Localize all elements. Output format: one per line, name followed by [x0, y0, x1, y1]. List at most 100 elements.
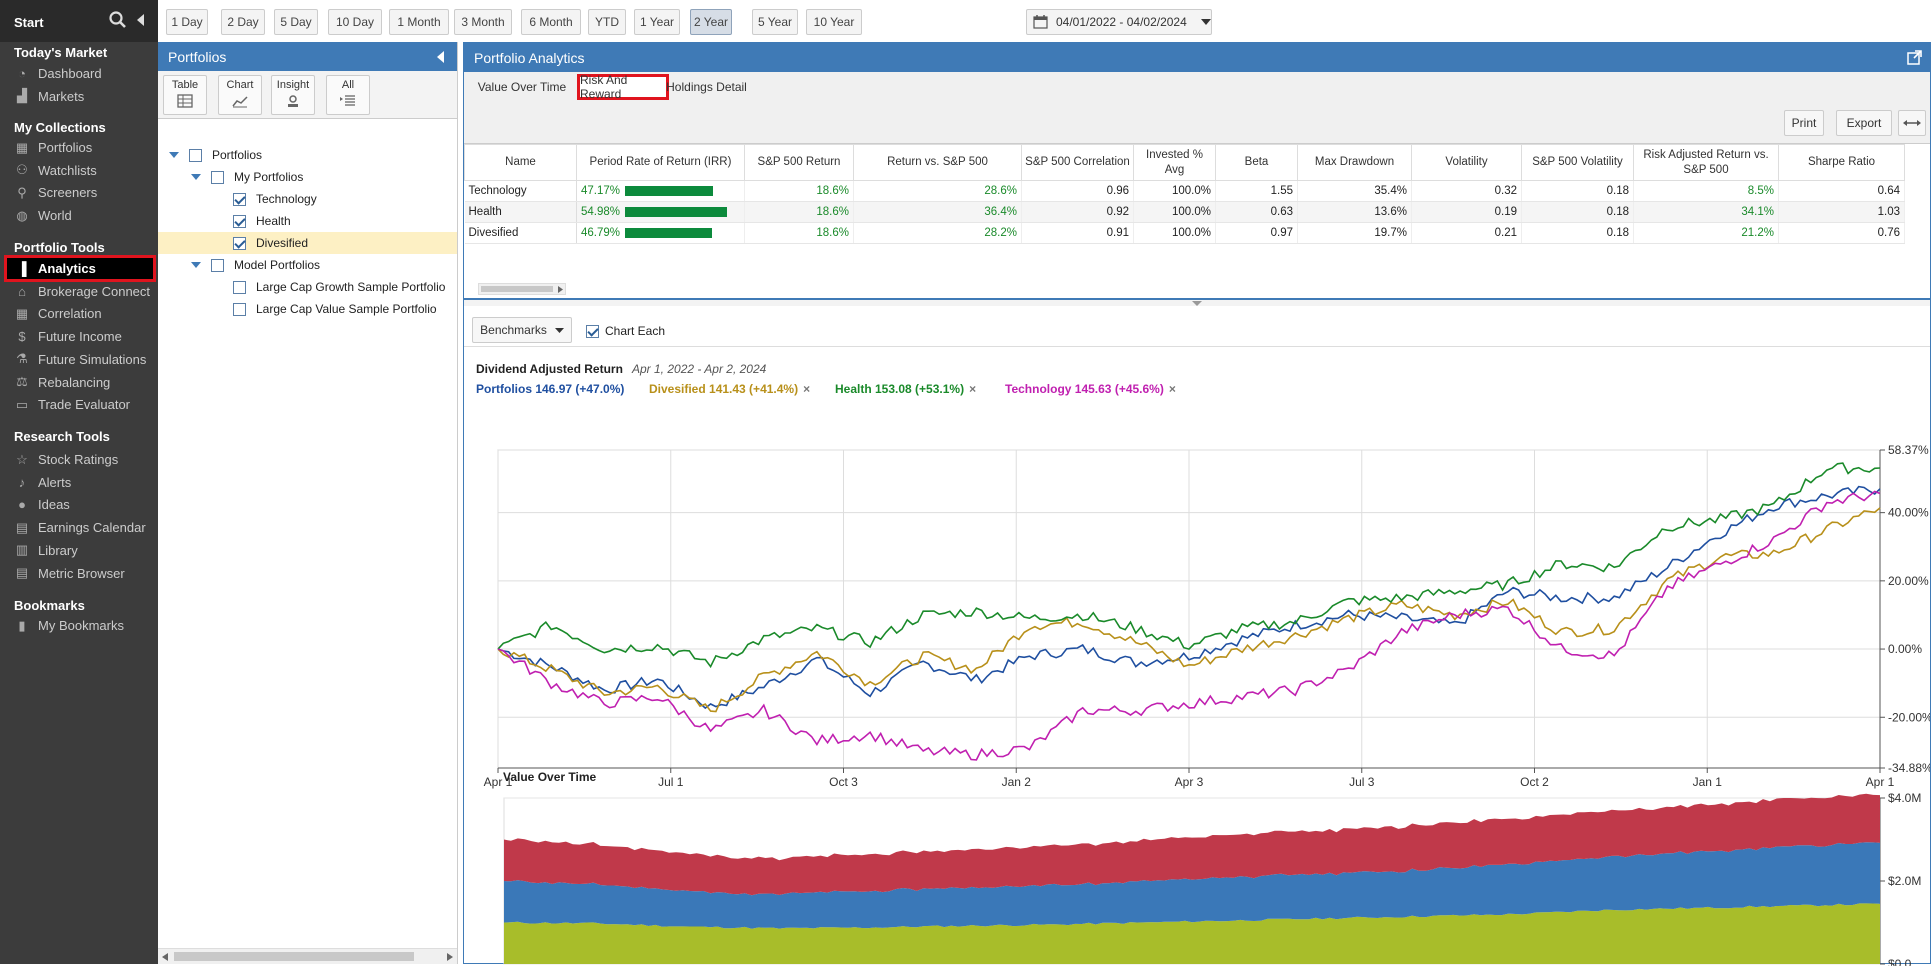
tree-checkbox[interactable] — [233, 302, 246, 316]
column-header-s-p-500-volatility[interactable]: S&P 500 Volatility — [1521, 144, 1634, 181]
expand-arrow-icon[interactable] — [191, 174, 201, 180]
sidebar-item-screeners[interactable]: ⚲ Screeners — [4, 179, 156, 206]
table-row[interactable]: Health 54.98% 18.6% 36.4% 0.92 100.0% 0.63 13.6… — [464, 201, 1905, 223]
tree-item-portfolios[interactable]: Portfolios — [158, 144, 457, 166]
tree-item-technology[interactable]: Technology — [158, 188, 457, 210]
tree-checkbox[interactable] — [189, 148, 202, 162]
chart-each-checkbox[interactable] — [586, 324, 599, 338]
legend-item-portfolios[interactable]: Portfolios 146.97 (+47.0%) — [476, 382, 624, 396]
horizontal-scrollbar[interactable] — [158, 948, 457, 964]
tree-item-large-cap-growth-sample-portfolio[interactable]: Large Cap Growth Sample Portfolio — [158, 276, 457, 298]
tree-item-model-portfolios[interactable]: Model Portfolios — [158, 254, 457, 276]
column-header-risk-adjusted-return-vs-s-p-500[interactable]: Risk Adjusted Return vs. S&P 500 — [1633, 144, 1779, 181]
tab-risk-and-reward[interactable]: Risk And Reward — [577, 73, 669, 101]
sidebar-item-library[interactable]: ▥ Library — [4, 537, 156, 564]
series-line-divesified[interactable] — [497, 507, 1881, 713]
range-button-2-day[interactable]: 2 Day — [221, 9, 265, 35]
scroll-right-icon[interactable] — [447, 953, 453, 961]
start-label[interactable]: Start — [14, 15, 44, 30]
range-button-10-year[interactable]: 10 Year — [806, 9, 862, 35]
tree-checkbox[interactable] — [233, 192, 246, 206]
column-header-volatility[interactable]: Volatility — [1411, 144, 1522, 181]
sidebar-item-correlation[interactable]: ▦ Correlation — [4, 300, 156, 327]
scroll-right-icon[interactable] — [558, 286, 563, 293]
remove-series-icon[interactable]: × — [969, 382, 977, 396]
tool-button-all[interactable]: All — [326, 75, 370, 115]
column-header-return-vs-s-p-500[interactable]: Return vs. S&P 500 — [853, 144, 1022, 181]
area-series-middle[interactable] — [504, 842, 1880, 929]
range-button-1-month[interactable]: 1 Month — [389, 9, 449, 35]
sidebar-item-watchlists[interactable]: ⚇ Watchlists — [4, 157, 156, 184]
scroll-left-icon[interactable] — [162, 953, 168, 961]
tree-item-my-portfolios[interactable]: My Portfolios — [158, 166, 457, 188]
collapse-panel-icon[interactable] — [437, 51, 445, 63]
splitter-down-icon[interactable] — [1192, 301, 1202, 306]
range-button-1-year[interactable]: 1 Year — [634, 9, 680, 35]
legend-item-technology[interactable]: Technology 145.63 (+45.6%) × — [1005, 382, 1176, 396]
sidebar-item-rebalancing[interactable]: ⚖ Rebalancing — [4, 369, 156, 396]
expand-arrow-icon[interactable] — [191, 262, 201, 268]
legend-item-divesified[interactable]: Divesified 141.43 (+41.4%) × — [649, 382, 810, 396]
tree-checkbox[interactable] — [233, 236, 246, 250]
tool-button-chart[interactable]: Chart — [218, 75, 262, 115]
table-row[interactable]: Technology 47.17% 18.6% 28.6% 0.96 100.0% 1.55… — [464, 180, 1905, 202]
sidebar-item-markets[interactable]: ▟ Markets — [4, 83, 156, 110]
print-button[interactable]: Print — [1784, 110, 1824, 136]
sidebar-item-future-simulations[interactable]: ⚗ Future Simulations — [4, 346, 156, 373]
sidebar-item-my-bookmarks[interactable]: ▮ My Bookmarks — [4, 612, 156, 639]
column-header-beta[interactable]: Beta — [1215, 144, 1298, 181]
scroll-thumb[interactable] — [174, 952, 414, 961]
range-button-5-day[interactable]: 5 Day — [274, 9, 318, 35]
tree-item-divesified[interactable]: Divesified — [158, 232, 457, 254]
popout-icon[interactable] — [1907, 50, 1922, 65]
export-button[interactable]: Export — [1836, 110, 1892, 136]
sidebar-item-alerts[interactable]: ♪ Alerts — [4, 469, 156, 496]
table-row[interactable]: Divesified 46.79% 18.6% 28.2% 0.91 100.0% 0.97… — [464, 222, 1905, 244]
tree-item-health[interactable]: Health — [158, 210, 457, 232]
range-button-5-year[interactable]: 5 Year — [752, 9, 798, 35]
area-series-top[interactable] — [504, 793, 1880, 896]
tree-checkbox[interactable] — [233, 280, 246, 294]
series-line-health[interactable] — [497, 462, 1881, 669]
sidebar-item-ideas[interactable]: ● Ideas — [4, 491, 156, 518]
range-button-ytd[interactable]: YTD — [588, 9, 626, 35]
range-button-1-day[interactable]: 1 Day — [166, 9, 208, 35]
sidebar-item-future-income[interactable]: $ Future Income — [4, 323, 156, 350]
search-icon[interactable] — [108, 10, 128, 30]
chart-each-toggle[interactable]: Chart Each — [586, 324, 665, 338]
sidebar-item-portfolios[interactable]: ▦ Portfolios — [4, 134, 156, 161]
column-header-invested-avg[interactable]: Invested % Avg — [1133, 144, 1216, 181]
tab-holdings-detail[interactable]: Holdings Detail — [666, 80, 747, 94]
sidebar-item-metric-browser[interactable]: ▤ Metric Browser — [4, 560, 156, 587]
column-header-s-p-500-return[interactable]: S&P 500 Return — [744, 144, 854, 181]
tree-item-large-cap-value-sample-portfolio[interactable]: Large Cap Value Sample Portfolio — [158, 298, 457, 320]
tree-checkbox[interactable] — [211, 170, 224, 184]
column-header-period-rate-of-return-irr[interactable]: Period Rate of Return (IRR) — [576, 144, 745, 181]
range-button-3-month[interactable]: 3 Month — [454, 9, 512, 35]
range-button-6-month[interactable]: 6 Month — [521, 9, 581, 35]
area-series-bottom[interactable] — [504, 903, 1880, 964]
tab-value-over-time[interactable]: Value Over Time — [477, 80, 567, 94]
sidebar-item-analytics[interactable]: ▐ Analytics — [4, 255, 156, 282]
sidebar-item-dashboard[interactable]: ◔ Dashboard — [4, 60, 156, 87]
collapse-sidebar-icon[interactable] — [136, 14, 146, 26]
range-button-10-day[interactable]: 10 Day — [328, 9, 382, 35]
sidebar-item-stock-ratings[interactable]: ☆ Stock Ratings — [4, 446, 156, 473]
sidebar-item-earnings-calendar[interactable]: ▤ Earnings Calendar — [4, 514, 156, 541]
legend-item-health[interactable]: Health 153.08 (+53.1%) × — [835, 382, 976, 396]
expand-arrow-icon[interactable] — [169, 152, 179, 158]
sidebar-item-world[interactable]: ◍ World — [4, 202, 156, 229]
tree-checkbox[interactable] — [233, 214, 246, 228]
column-header-max-drawdown[interactable]: Max Drawdown — [1297, 144, 1412, 181]
panel-splitter[interactable] — [464, 298, 1930, 306]
table-scroll-thumb[interactable] — [481, 286, 553, 292]
sidebar-item-trade-evaluator[interactable]: ▭ Trade Evaluator — [4, 391, 156, 418]
column-header-sharpe-ratio[interactable]: Sharpe Ratio — [1778, 144, 1905, 181]
range-button-2-year[interactable]: 2 Year — [690, 9, 732, 35]
tool-button-insight[interactable]: Insight — [271, 75, 315, 115]
table-scrollbar[interactable] — [478, 283, 566, 295]
expand-width-button[interactable] — [1898, 110, 1926, 136]
column-header-s-p-500-correlation[interactable]: S&P 500 Correlation — [1021, 144, 1134, 181]
column-header-name[interactable]: Name — [464, 144, 577, 181]
remove-series-icon[interactable]: × — [803, 382, 811, 396]
